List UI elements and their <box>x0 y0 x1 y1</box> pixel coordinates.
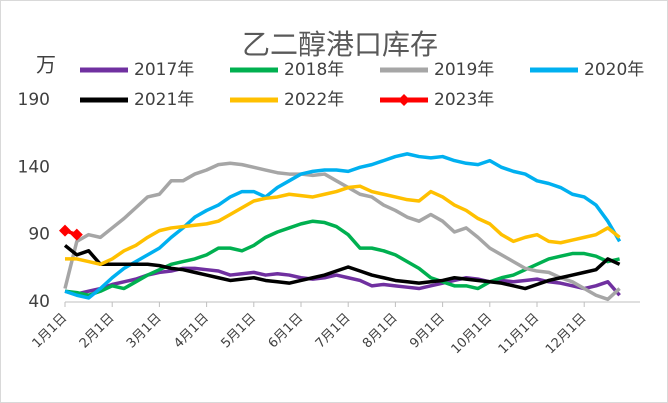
y-tick-label: 190 <box>18 90 50 110</box>
series-line <box>65 184 621 267</box>
chart-title: 乙二醇港口库存 <box>242 28 438 61</box>
y-axis-label: 万 <box>36 53 56 77</box>
legend-label: 2017年 <box>134 60 194 80</box>
series-line <box>63 244 621 291</box>
legend-label: 2021年 <box>134 90 194 110</box>
legend-label: 2022年 <box>284 90 344 110</box>
legend-label: 2020年 <box>584 60 644 80</box>
series-line <box>63 161 621 302</box>
legend-label: 2023年 <box>434 90 494 110</box>
marker <box>70 228 83 241</box>
y-tick-label: 140 <box>18 157 50 177</box>
y-tick-label: 90 <box>28 225 50 245</box>
legend-label: 2018年 <box>284 60 344 80</box>
series-line <box>64 152 622 300</box>
y-tick-label: 40 <box>28 292 50 312</box>
marker <box>59 224 71 237</box>
legend-marker <box>398 94 410 106</box>
series-line <box>64 266 621 297</box>
legend-label: 2019年 <box>434 60 494 80</box>
